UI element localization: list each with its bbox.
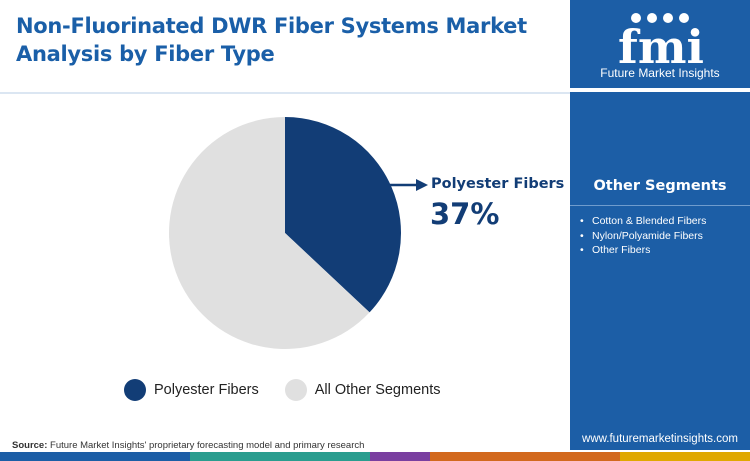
pie-chart bbox=[169, 117, 428, 349]
source-prefix: Source: bbox=[12, 440, 48, 451]
footer-color-segment bbox=[0, 452, 190, 461]
logo-icon-dot bbox=[679, 13, 689, 23]
callout-arrow bbox=[390, 179, 428, 191]
logo-divider bbox=[570, 88, 750, 92]
chart-legend: Polyester Fibers All Other Segments bbox=[124, 377, 467, 403]
footer-color-segment bbox=[620, 452, 750, 461]
source-note: Source: Future Market Insights' propriet… bbox=[12, 440, 364, 451]
other-segments-list: Cotton & Blended Fibers Nylon/Polyamide … bbox=[580, 214, 706, 258]
legend-label: Polyester Fibers bbox=[154, 382, 259, 398]
legend-swatch-polyester bbox=[124, 379, 146, 401]
logo-icon-dot bbox=[663, 13, 673, 23]
logo-tagline: Future Market Insights bbox=[600, 66, 720, 80]
source-text: Future Market Insights' proprietary fore… bbox=[50, 440, 365, 451]
callout-label: Polyester Fibers bbox=[431, 176, 565, 192]
logo-text: fmi bbox=[618, 20, 704, 74]
other-segment-item: Nylon/Polyamide Fibers bbox=[580, 229, 706, 244]
website-link[interactable]: www.futuremarketinsights.com bbox=[582, 433, 738, 445]
logo-icon-dot bbox=[631, 13, 641, 23]
pie-slice-all-other-segments bbox=[169, 117, 370, 349]
logo-icon-dot bbox=[647, 13, 657, 23]
fmi-logo: fmi bbox=[618, 13, 704, 74]
legend-item-polyester: Polyester Fibers bbox=[124, 379, 259, 401]
chart-title: Non-Fluorinated DWR Fiber Systems Market… bbox=[16, 14, 527, 66]
other-segment-item: Cotton & Blended Fibers bbox=[580, 214, 706, 229]
pie-slice-polyester-fibers bbox=[285, 117, 401, 313]
legend-swatch-other bbox=[284, 379, 307, 401]
title-divider bbox=[0, 92, 570, 94]
other-segments-divider bbox=[570, 205, 750, 206]
footer-color-segment bbox=[370, 452, 430, 461]
footer-color-bar bbox=[0, 452, 750, 461]
footer-color-segment bbox=[430, 452, 620, 461]
footer-color-segment bbox=[190, 452, 370, 461]
legend-label: All Other Segments bbox=[314, 382, 441, 398]
other-segments-heading: Other Segments bbox=[593, 178, 727, 194]
other-segment-item: Other Fibers bbox=[580, 243, 706, 258]
legend-item-other: All Other Segments bbox=[284, 379, 441, 401]
pie-slices bbox=[169, 117, 401, 349]
side-panel: fmi Future Market Insights Other Segment… bbox=[570, 0, 750, 450]
callout-value: 37% bbox=[430, 197, 500, 231]
